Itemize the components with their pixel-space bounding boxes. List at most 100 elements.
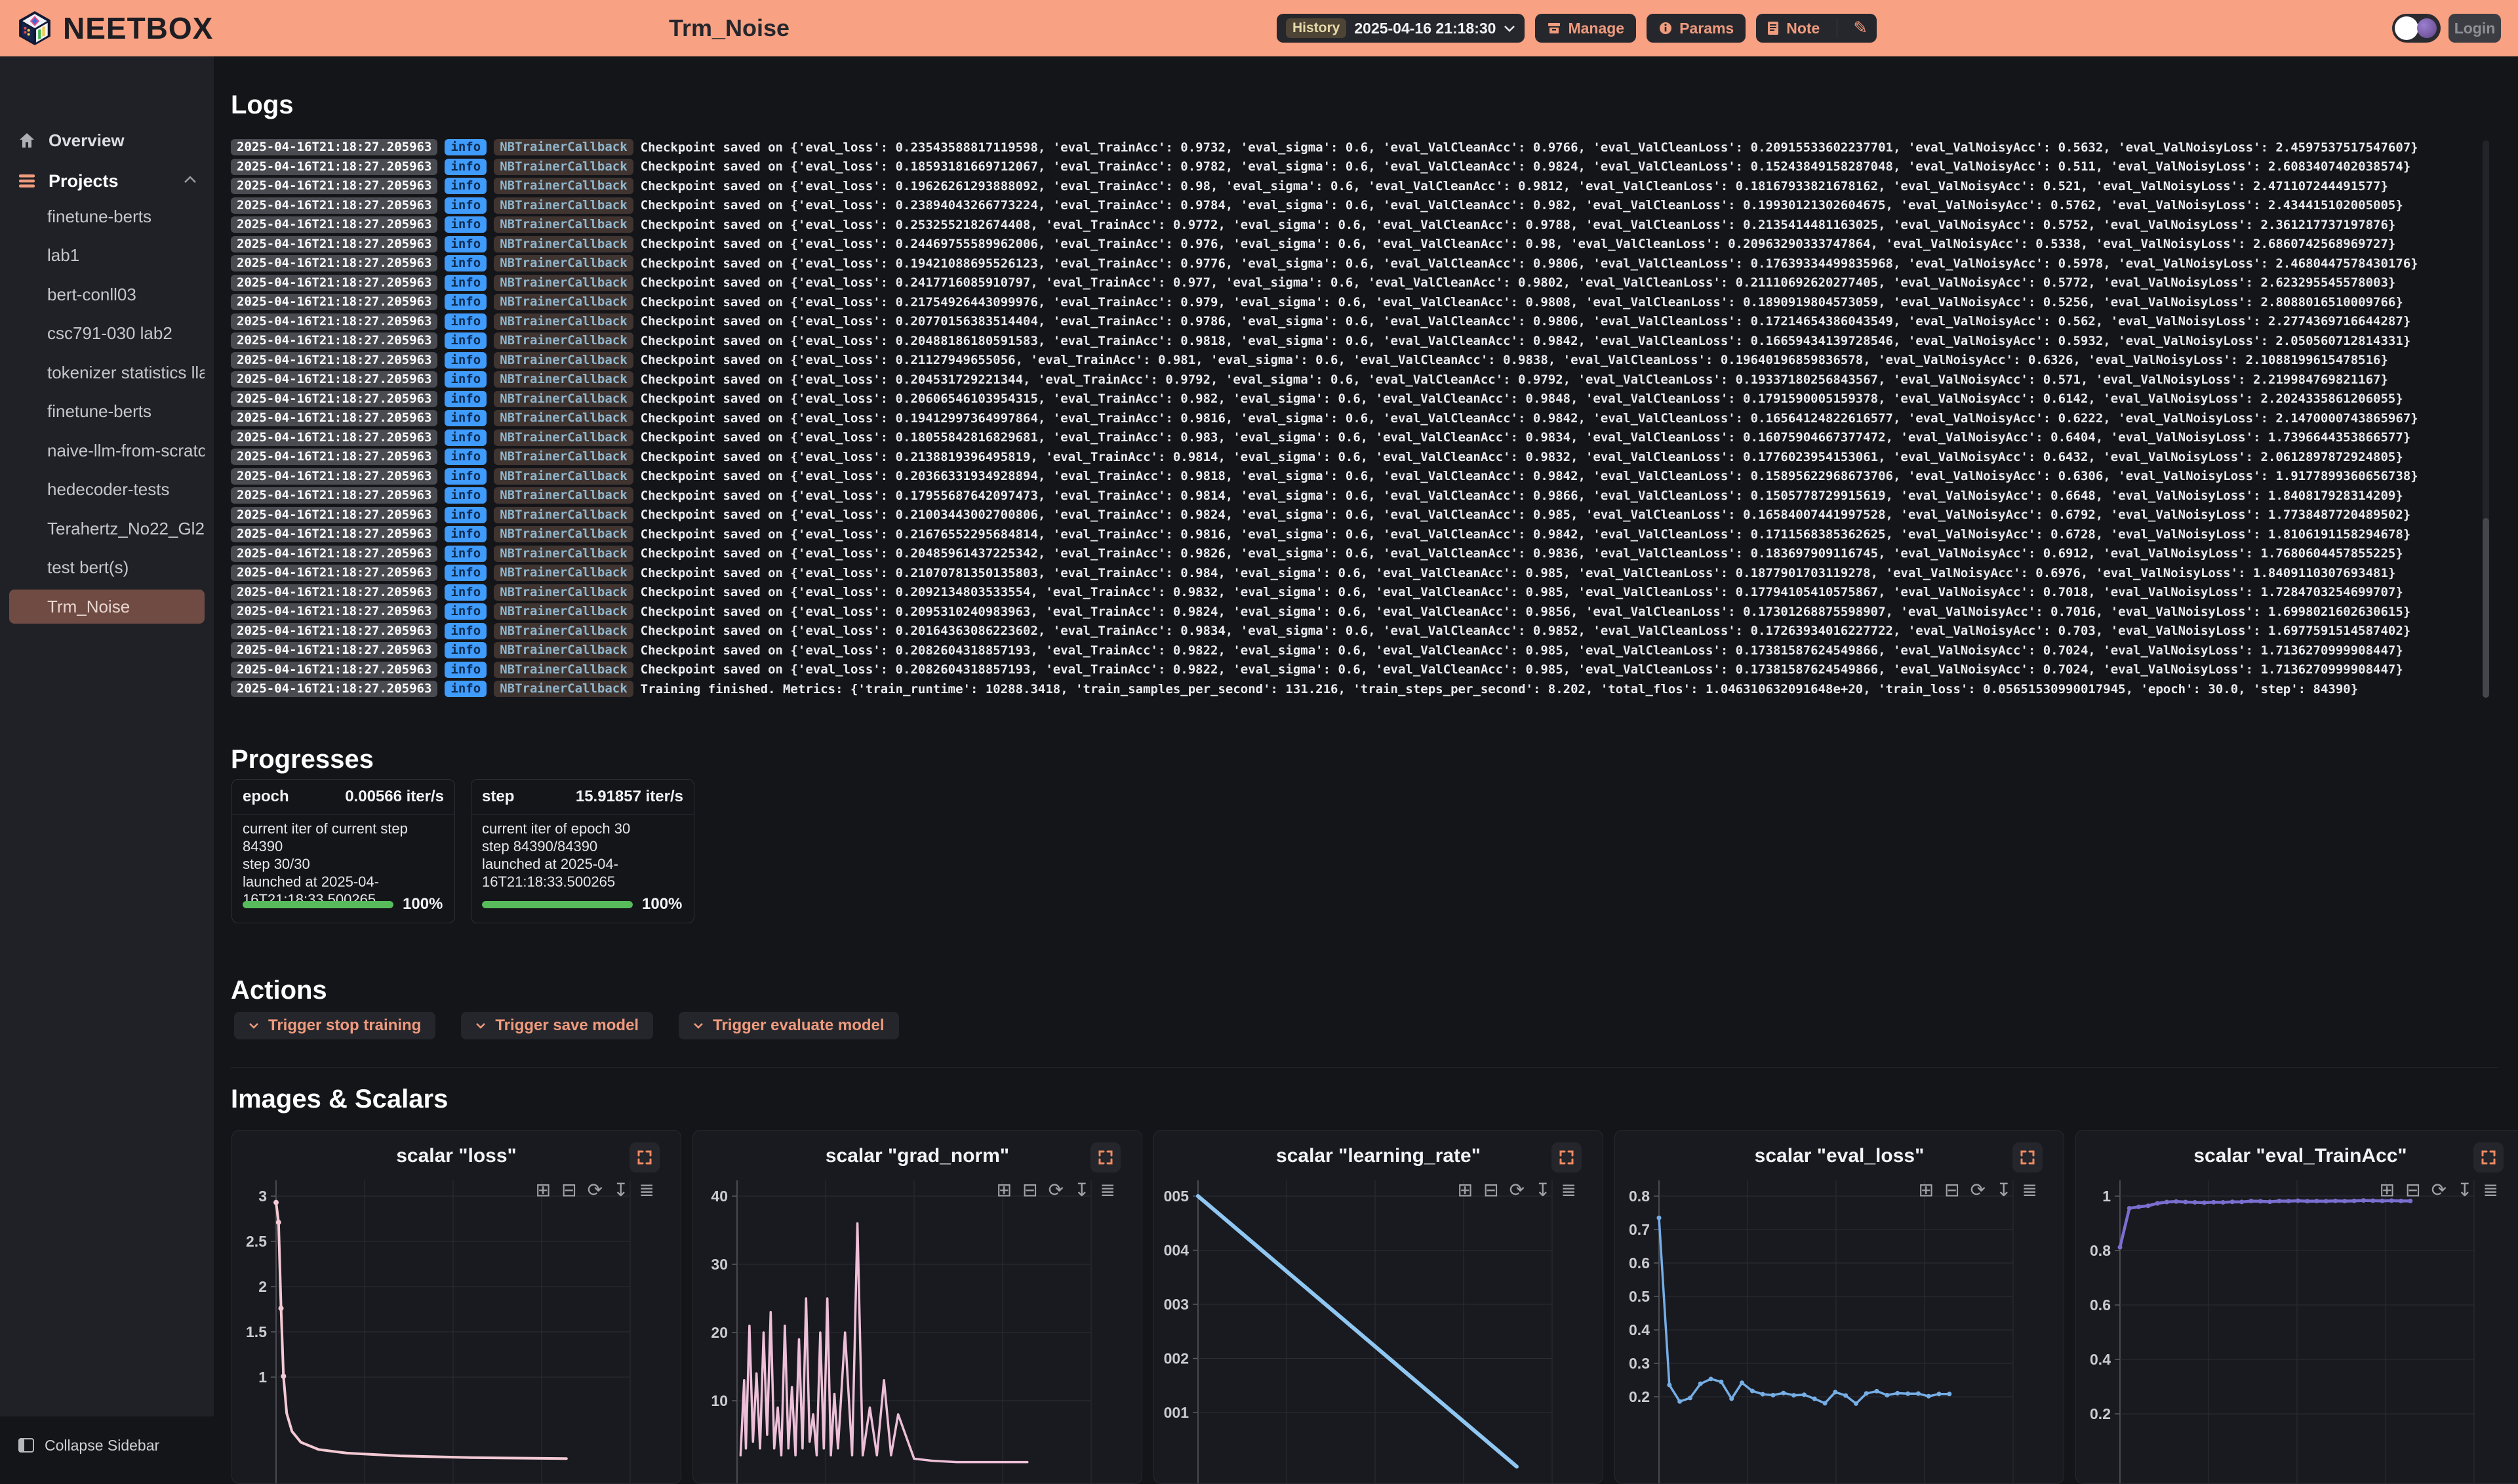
sidebar-section-projects[interactable]: Projects bbox=[0, 165, 214, 197]
chart-plot[interactable]: 40 30 20 10 bbox=[693, 1174, 1142, 1484]
sidebar-item-overview[interactable]: Overview bbox=[0, 125, 214, 156]
log-level-badge: info bbox=[445, 487, 487, 504]
login-button[interactable]: Login bbox=[2448, 14, 2501, 43]
log-file-icon[interactable]: ≣ bbox=[1561, 1179, 1576, 1201]
refresh-icon[interactable]: ⟳ bbox=[1509, 1179, 1525, 1201]
log-scrollbar-thumb[interactable] bbox=[2483, 518, 2489, 698]
expand-button[interactable] bbox=[2473, 1142, 2504, 1173]
log-source-badge: NBTrainerCallback bbox=[494, 681, 633, 698]
sidebar-item-project[interactable]: csc791-030 lab2 bbox=[9, 317, 205, 351]
sidebar-item-project[interactable]: test bert(s) bbox=[9, 551, 205, 585]
log-file-icon[interactable]: ≣ bbox=[2483, 1179, 2498, 1201]
note-button[interactable]: Note bbox=[1756, 20, 1830, 37]
sidebar-item-label: bert-conll03 bbox=[47, 284, 136, 304]
collapse-sidebar-button[interactable]: Collapse Sidebar bbox=[0, 1430, 214, 1461]
log-level-badge: info bbox=[445, 410, 487, 427]
box-zoom-icon[interactable]: ⊞ bbox=[1457, 1179, 1473, 1201]
chevron-up-icon[interactable] bbox=[184, 176, 197, 184]
params-button[interactable]: Params bbox=[1647, 14, 1746, 43]
download-icon[interactable]: ↧ bbox=[2457, 1179, 2473, 1201]
scalar-chart-card: scalar "eval_loss" ⊞ ⊟ ⟳ ↧ ≣ 0.8 0.7 0.6 0.5 0.4 0.… bbox=[1614, 1130, 2064, 1484]
sidebar-item-project[interactable]: finetune-berts bbox=[9, 395, 205, 429]
svg-text:0.7: 0.7 bbox=[1629, 1221, 1650, 1238]
sidebar-item-label: hedecoder-tests bbox=[47, 479, 170, 499]
box-zoom-icon[interactable]: ⊞ bbox=[2379, 1179, 2395, 1201]
sidebar-item-project[interactable]: bert-conll03 bbox=[9, 277, 205, 311]
action-button[interactable]: Trigger save model bbox=[461, 1012, 654, 1039]
chart-title: scalar "loss" bbox=[396, 1145, 517, 1167]
sidebar-item-project[interactable]: Trm_Noise bbox=[9, 590, 205, 624]
progress-bar bbox=[243, 900, 393, 908]
log-timestamp: 2025-04-16T21:18:27.205963 bbox=[231, 178, 438, 195]
log-file-icon[interactable]: ≣ bbox=[1100, 1179, 1115, 1201]
log-message: Training finished. Metrics: {'train_runt… bbox=[640, 681, 2359, 696]
download-icon[interactable]: ↧ bbox=[1074, 1179, 1090, 1201]
refresh-icon[interactable]: ⟳ bbox=[587, 1179, 603, 1201]
fullscreen-icon bbox=[2481, 1150, 2496, 1165]
log-row: 2025-04-16T21:18:27.205963 info NBTrainerC… bbox=[231, 235, 2418, 254]
theme-toggle[interactable] bbox=[2392, 14, 2441, 43]
log-timestamp: 2025-04-16T21:18:27.205963 bbox=[231, 661, 438, 678]
log-timestamp: 2025-04-16T21:18:27.205963 bbox=[231, 487, 438, 504]
download-icon[interactable]: ↧ bbox=[1535, 1179, 1551, 1201]
sidebar-item-project[interactable]: hedecoder-tests bbox=[9, 473, 205, 507]
box-zoom-icon[interactable]: ⊞ bbox=[535, 1179, 551, 1201]
action-button[interactable]: Trigger evaluate model bbox=[679, 1012, 899, 1039]
box-zoom-out-icon[interactable]: ⊟ bbox=[1483, 1179, 1499, 1201]
expand-button[interactable] bbox=[1090, 1142, 1121, 1173]
neetbox-logo-icon bbox=[19, 11, 50, 45]
chart-plot[interactable]: 0.8 0.7 0.6 0.5 0.4 0.3 0.2 bbox=[1615, 1174, 2064, 1484]
expand-button[interactable] bbox=[1551, 1142, 1582, 1173]
log-message: Checkpoint saved on {'eval_loss': 0.2016… bbox=[640, 624, 2411, 639]
box-zoom-out-icon[interactable]: ⊟ bbox=[561, 1179, 577, 1201]
sidebar-item-project[interactable]: Terahertz_No22_Gl261_gl... bbox=[9, 511, 205, 546]
sidebar-item-project[interactable]: naive-llm-from-scratch bbox=[9, 433, 205, 468]
sidebar-item-project[interactable]: finetune-berts bbox=[9, 199, 205, 233]
log-level-badge: info bbox=[445, 197, 487, 214]
refresh-icon[interactable]: ⟳ bbox=[1970, 1179, 1986, 1201]
edit-pencil-icon[interactable]: ✎ bbox=[1853, 18, 1868, 38]
manage-button[interactable]: Manage bbox=[1535, 14, 1637, 43]
log-row: 2025-04-16T21:18:27.205963 info NBTrainerC… bbox=[231, 467, 2418, 487]
chart-plot[interactable]: 005 004 003 002 001 bbox=[1154, 1174, 1603, 1484]
box-zoom-out-icon[interactable]: ⊟ bbox=[1944, 1179, 1960, 1201]
box-zoom-icon[interactable]: ⊞ bbox=[1918, 1179, 1934, 1201]
history-dropdown[interactable]: History 2025-04-16 21:18:30 bbox=[1277, 14, 1525, 43]
log-row: 2025-04-16T21:18:27.205963 info NBTrainerC… bbox=[231, 409, 2418, 428]
home-icon bbox=[20, 133, 34, 148]
log-row: 2025-04-16T21:18:27.205963 info NBTrainerC… bbox=[231, 254, 2418, 273]
chart-plot[interactable]: 3 2.5 2 1.5 1 bbox=[232, 1174, 681, 1484]
sidebar-item-project[interactable]: tokenizer statistics llama... bbox=[9, 355, 205, 390]
scalar-chart-card: scalar "eval_TrainAcc" ⊞ ⊟ ⟳ ↧ ≣ 1 0.8 0.6 0.4 0.2 bbox=[2075, 1130, 2518, 1484]
download-icon[interactable]: ↧ bbox=[613, 1179, 629, 1201]
expand-button[interactable] bbox=[2012, 1142, 2043, 1173]
box-zoom-out-icon[interactable]: ⊟ bbox=[2405, 1179, 2421, 1201]
sidebar-item-label: lab1 bbox=[47, 245, 80, 265]
svg-text:3: 3 bbox=[258, 1188, 267, 1205]
log-row: 2025-04-16T21:18:27.205963 info NBTrainerC… bbox=[231, 370, 2418, 390]
expand-button[interactable] bbox=[630, 1142, 660, 1173]
log-row: 2025-04-16T21:18:27.205963 info NBTrainerC… bbox=[231, 351, 2418, 371]
log-source-badge: NBTrainerCallback bbox=[494, 235, 633, 252]
action-button[interactable]: Trigger stop training bbox=[234, 1012, 436, 1039]
chart-plot[interactable]: 1 0.8 0.6 0.4 0.2 bbox=[2076, 1174, 2518, 1484]
sidebar-item-project[interactable]: lab1 bbox=[9, 239, 205, 273]
log-file-icon[interactable]: ≣ bbox=[639, 1179, 654, 1201]
box-zoom-out-icon[interactable]: ⊟ bbox=[1022, 1179, 1038, 1201]
info-icon bbox=[1660, 22, 1672, 34]
actions-heading: Actions bbox=[231, 976, 327, 1005]
svg-text:30: 30 bbox=[711, 1256, 728, 1273]
log-file-icon[interactable]: ≣ bbox=[2022, 1179, 2037, 1201]
log-level-badge: info bbox=[445, 158, 487, 175]
box-zoom-icon[interactable]: ⊞ bbox=[996, 1179, 1012, 1201]
log-level-badge: info bbox=[445, 139, 487, 156]
log-timestamp: 2025-04-16T21:18:27.205963 bbox=[231, 274, 438, 291]
sidebar-item-label: finetune-berts bbox=[47, 401, 151, 421]
refresh-icon[interactable]: ⟳ bbox=[2431, 1179, 2447, 1201]
log-scrollbar-track[interactable] bbox=[2483, 140, 2489, 698]
download-icon[interactable]: ↧ bbox=[1996, 1179, 2012, 1201]
refresh-icon[interactable]: ⟳ bbox=[1048, 1179, 1064, 1201]
log-timestamp: 2025-04-16T21:18:27.205963 bbox=[231, 526, 438, 543]
scalar-chart-card: scalar "grad_norm" ⊞ ⊟ ⟳ ↧ ≣ 40 30 20 10 bbox=[692, 1130, 1142, 1484]
log-row: 2025-04-16T21:18:27.205963 info NBTrainerC… bbox=[231, 312, 2418, 332]
